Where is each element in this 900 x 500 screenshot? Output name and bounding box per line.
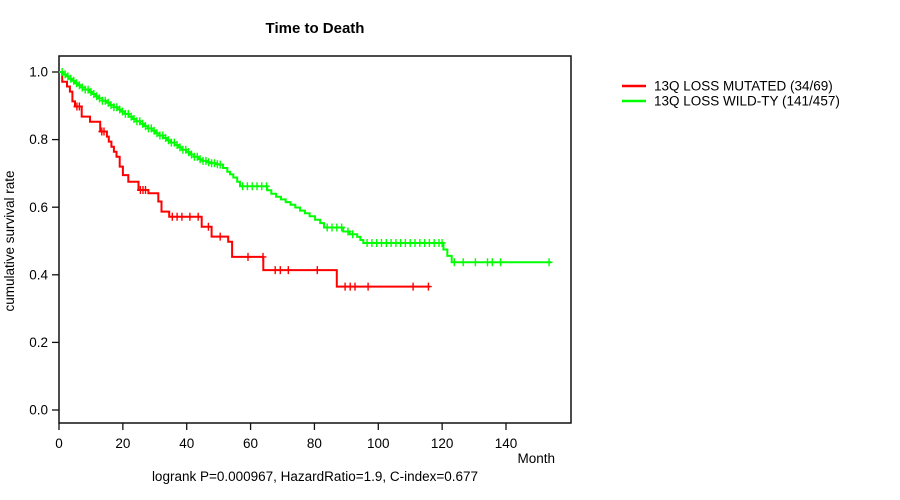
x-tick-label: 60: [243, 436, 258, 451]
y-tick-label: 0.2: [29, 335, 48, 350]
x-axis-unit-label: Month: [517, 451, 555, 466]
series-mutated-curve: [59, 71, 432, 291]
x-tick-label: 80: [307, 436, 322, 451]
stats-caption: logrank P=0.000967, HazardRatio=1.9, C-i…: [152, 469, 478, 484]
series-wildtype-curve: [58, 68, 553, 267]
legend-label-mutated: 13Q LOSS MUTATED (34/69): [654, 79, 833, 94]
x-tick-label: 120: [431, 436, 454, 451]
x-tick-label: 40: [179, 436, 194, 451]
x-tick-label: 100: [367, 436, 390, 451]
mutated-censor-marks: [73, 102, 432, 291]
wildtype-survival-curve: [59, 71, 552, 264]
y-tick-label: 1.0: [29, 65, 48, 80]
y-axis-label: cumulative survival rate: [2, 170, 17, 311]
mutated-survival-curve: [59, 71, 430, 288]
legend: 13Q LOSS MUTATED (34/69) 13Q LOSS WILD-T…: [622, 79, 840, 109]
legend-item-wildtype: 13Q LOSS WILD-TY (141/457): [622, 94, 840, 109]
wildtype-censor-marks: [58, 68, 553, 267]
x-tick-label: 0: [55, 436, 63, 451]
x-tick-label: 140: [495, 436, 518, 451]
y-tick-label: 0.8: [29, 132, 48, 147]
chart-title: Time to Death: [266, 20, 365, 37]
x-tick-label: 20: [115, 436, 130, 451]
plot-box: [58, 55, 572, 424]
y-tick-label: 0.0: [29, 403, 48, 418]
legend-item-mutated: 13Q LOSS MUTATED (34/69): [622, 79, 833, 94]
y-tick-label: 0.6: [29, 200, 48, 215]
x-axis-ticks: 0 20 40 60 80 100 120 140: [55, 423, 517, 451]
y-axis-ticks: 0.0 0.2 0.4 0.6 0.8 1.0: [29, 65, 59, 418]
legend-label-wildtype: 13Q LOSS WILD-TY (141/457): [654, 94, 840, 109]
y-tick-label: 0.4: [29, 267, 48, 282]
